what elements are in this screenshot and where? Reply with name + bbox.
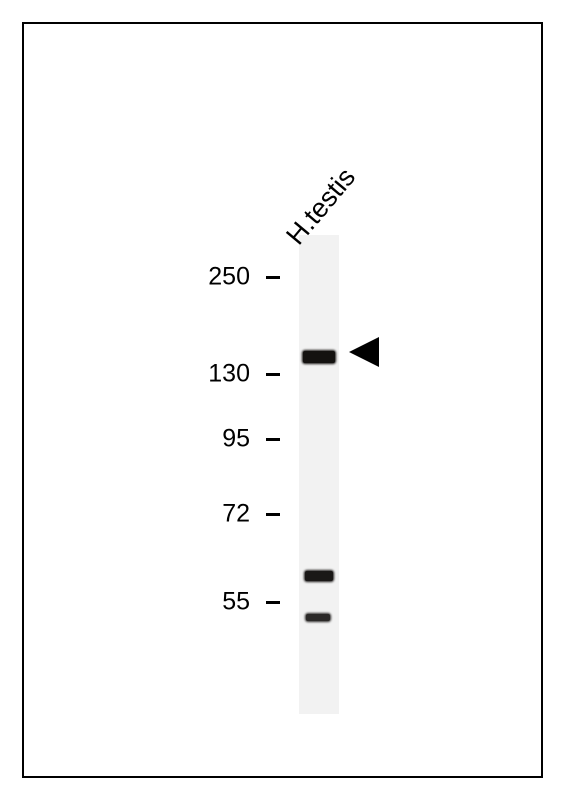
mw-label: 55 — [222, 588, 250, 617]
blot-stage: 250130957255H.testis — [24, 24, 541, 776]
mw-label: 130 — [208, 360, 250, 389]
mw-tick — [266, 601, 280, 604]
mw-label: 250 — [208, 263, 250, 292]
blot-band — [303, 351, 335, 363]
mw-tick — [266, 373, 280, 376]
blot-lane — [299, 235, 339, 714]
mw-label: 72 — [222, 500, 250, 529]
mw-label: 95 — [222, 425, 250, 454]
mw-tick — [266, 513, 280, 516]
target-band-arrow-icon — [349, 337, 385, 367]
mw-tick — [266, 276, 280, 279]
blot-band — [305, 571, 333, 581]
blot-band — [306, 614, 330, 621]
mw-tick — [266, 438, 280, 441]
figure-frame: 250130957255H.testis — [22, 22, 543, 778]
